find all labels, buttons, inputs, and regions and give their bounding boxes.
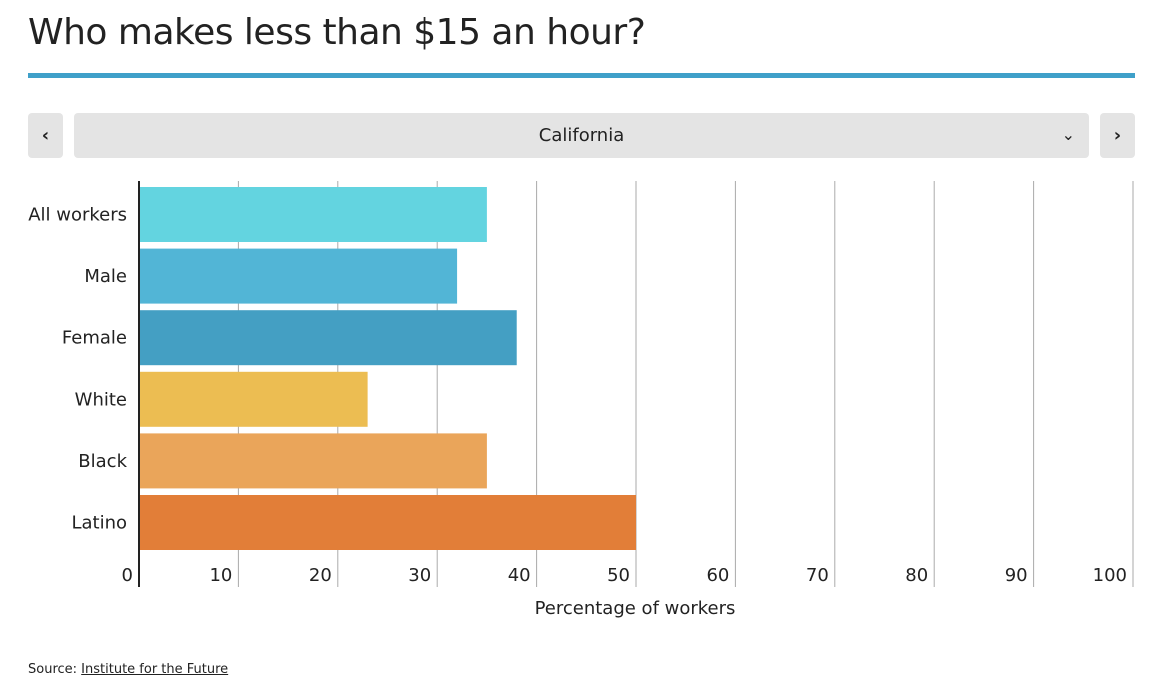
page-title: Who makes less than $15 an hour?	[28, 12, 646, 53]
x-tick-label: 50	[607, 565, 630, 586]
chevron-down-icon: ⌄	[1061, 125, 1075, 144]
chevron-right-icon: ›	[1113, 125, 1122, 146]
y-category-label: Latino	[71, 513, 127, 534]
x-tick-label: 40	[508, 565, 531, 586]
x-tick-label: 10	[209, 565, 232, 586]
region-select[interactable]: California ⌄	[74, 113, 1089, 158]
bar-male	[139, 248, 458, 304]
x-tick-label: 30	[408, 565, 431, 586]
region-select-value: California	[538, 125, 625, 146]
x-tick-label: 90	[1005, 565, 1028, 586]
next-button[interactable]: ›	[1100, 113, 1135, 158]
y-category-label: White	[75, 389, 127, 410]
x-tick-label: 100	[1093, 565, 1127, 586]
y-category-label: Male	[84, 266, 127, 287]
x-tick-label: 60	[706, 565, 729, 586]
x-tick-label: 70	[806, 565, 829, 586]
y-category-label: All workers	[28, 205, 127, 226]
bar-female	[139, 310, 517, 366]
chevron-left-icon: ‹	[41, 125, 50, 146]
title-divider	[28, 73, 1135, 78]
x-tick-label: 80	[905, 565, 928, 586]
x-axis-title: Percentage of workers	[535, 598, 736, 619]
source-label: Source:	[28, 662, 78, 677]
y-category-label: Black	[78, 451, 127, 472]
bar-white	[139, 371, 368, 427]
bar-latino	[139, 495, 636, 550]
bar-black	[139, 433, 487, 489]
x-tick-label: 0	[122, 565, 133, 586]
previous-button[interactable]: ‹	[28, 113, 63, 158]
y-category-label: Female	[62, 328, 127, 349]
source-link[interactable]: Institute for the Future	[81, 662, 229, 677]
bar-all-workers	[139, 187, 487, 242]
source-note: Source: Institute for the Future	[28, 662, 228, 677]
x-tick-label: 20	[309, 565, 332, 586]
